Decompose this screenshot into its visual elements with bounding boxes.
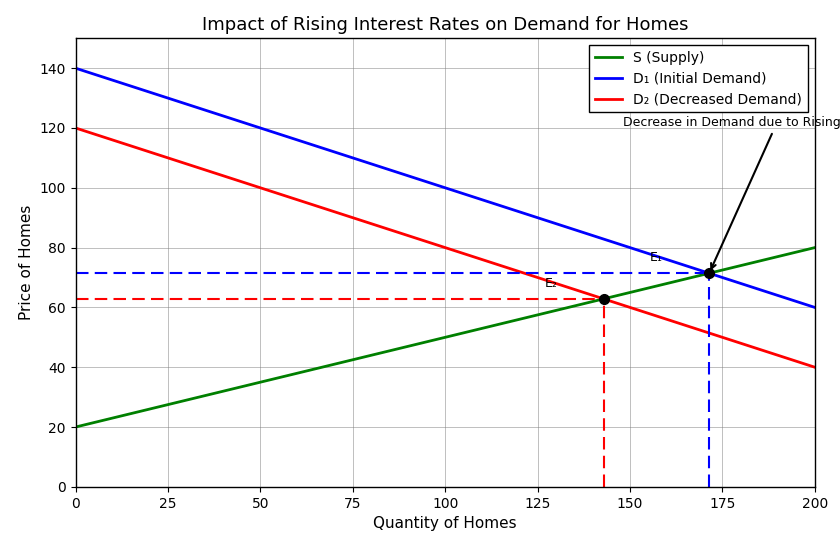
Text: Decrease in Demand due to Rising Interest Rates: Decrease in Demand due to Rising Interes… — [622, 115, 840, 269]
Title: Impact of Rising Interest Rates on Demand for Homes: Impact of Rising Interest Rates on Deman… — [202, 16, 689, 34]
X-axis label: Quantity of Homes: Quantity of Homes — [374, 516, 517, 531]
Text: E₂: E₂ — [544, 277, 557, 290]
Legend: S (Supply), D₁ (Initial Demand), D₂ (Decreased Demand): S (Supply), D₁ (Initial Demand), D₂ (Dec… — [589, 45, 808, 112]
Text: E₁: E₁ — [650, 251, 663, 264]
Y-axis label: Price of Homes: Price of Homes — [19, 205, 34, 320]
